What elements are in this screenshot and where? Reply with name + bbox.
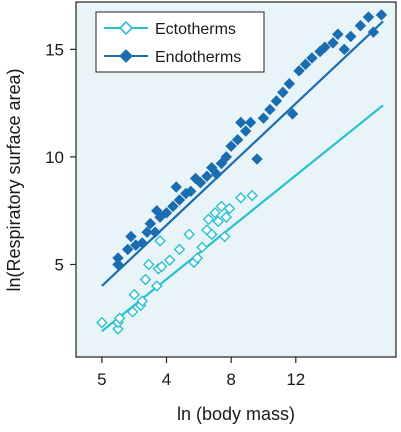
fit-line-endotherms	[101, 20, 384, 287]
point-ectotherms	[154, 235, 166, 247]
y-tick-label: 5	[55, 255, 64, 274]
point-endotherms	[283, 78, 296, 90]
point-endotherms	[231, 133, 244, 146]
point-endotherms	[239, 125, 252, 137]
point-ectotherms	[142, 258, 155, 271]
x-axis: 5 4 8 12	[97, 357, 305, 389]
point-endotherms	[306, 52, 318, 64]
point-endotherms	[251, 153, 263, 165]
point-ectotherms	[139, 273, 152, 286]
point-endotherms	[215, 157, 228, 170]
point-endotherms	[210, 168, 223, 180]
point-endotherms	[206, 161, 218, 174]
point-endotherms	[299, 58, 312, 71]
point-ectotherms	[196, 241, 208, 254]
x-tick-label: 12	[286, 370, 305, 389]
point-endotherms	[141, 226, 153, 238]
legend-marker-ectotherms	[118, 20, 134, 36]
point-endotherms	[149, 226, 161, 238]
point-ectotherms	[202, 213, 215, 226]
point-ectotherms	[212, 215, 225, 228]
point-ectotherms	[155, 260, 168, 273]
point-ectotherms	[246, 189, 258, 202]
point-endotherms	[286, 108, 299, 120]
point-ectotherms	[205, 228, 218, 241]
point-ectotherms	[209, 207, 221, 219]
point-endotherms	[367, 26, 380, 38]
point-endotherms	[319, 41, 331, 53]
point-endotherms	[167, 200, 179, 213]
data-points	[96, 9, 388, 335]
point-endotherms	[244, 116, 257, 129]
point-endotherms	[362, 11, 375, 23]
point-endotherms	[327, 37, 339, 49]
point-endotherms	[154, 211, 166, 223]
legend-marker-endotherms	[119, 49, 133, 63]
point-endotherms	[375, 9, 388, 21]
y-tick-label: 15	[45, 40, 64, 59]
point-endotherms	[144, 217, 157, 230]
point-ectotherms	[235, 191, 247, 204]
point-endotherms	[173, 194, 186, 206]
point-endotherms	[201, 170, 213, 182]
x-tick-label: 4	[162, 370, 171, 389]
point-ectotherms	[220, 211, 233, 223]
point-endotherms	[112, 252, 124, 264]
point-ectotherms	[128, 288, 140, 301]
point-endotherms	[194, 177, 207, 189]
point-endotherms	[160, 207, 173, 219]
point-endotherms	[332, 28, 344, 40]
point-endotherms	[220, 151, 233, 163]
point-endotherms	[185, 185, 197, 198]
point-ectotherms	[163, 254, 176, 266]
point-ectotherms	[173, 243, 186, 256]
point-endotherms	[225, 140, 237, 152]
y-axis: 5 10 15	[45, 40, 76, 274]
x-tick-label: 8	[226, 370, 235, 389]
y-axis-title: ln(Respiratory surface area)	[4, 68, 24, 291]
point-endotherms	[270, 95, 283, 107]
point-ectotherms	[113, 312, 126, 325]
point-ectotherms	[191, 252, 204, 264]
x-tick-label: 5	[97, 370, 106, 389]
fit-line-ectotherms	[101, 104, 384, 333]
legend: Ectotherms Endotherms	[95, 11, 265, 73]
point-ectotherms	[126, 306, 139, 318]
point-endotherms	[293, 65, 305, 77]
legend-box	[95, 11, 265, 73]
point-endotherms	[264, 103, 276, 116]
fit-lines	[101, 20, 384, 333]
legend-label-endotherms: Endotherms	[155, 49, 241, 66]
point-endotherms	[125, 230, 137, 243]
point-endotherms	[354, 19, 367, 32]
point-ectotherms	[218, 230, 231, 243]
point-ectotherms	[96, 316, 108, 329]
point-endotherms	[235, 116, 247, 129]
point-endotherms	[136, 237, 148, 249]
point-ectotherms	[136, 295, 149, 307]
y-tick-label: 10	[45, 148, 64, 167]
point-endotherms	[257, 112, 270, 124]
point-endotherms	[338, 43, 350, 56]
point-endotherms	[112, 258, 124, 271]
legend-label-ectotherms: Ectotherms	[155, 21, 236, 38]
point-ectotherms	[223, 202, 236, 215]
x-axis-title: ln (body mass)	[177, 404, 295, 424]
point-endotherms	[122, 243, 134, 256]
point-ectotherms	[112, 323, 124, 335]
point-endotherms	[170, 181, 182, 193]
point-endotherms	[345, 30, 357, 43]
point-endotherms	[277, 86, 289, 99]
point-ectotherms	[151, 280, 163, 292]
point-ectotherms	[215, 200, 228, 213]
point-ectotherms	[183, 228, 195, 241]
